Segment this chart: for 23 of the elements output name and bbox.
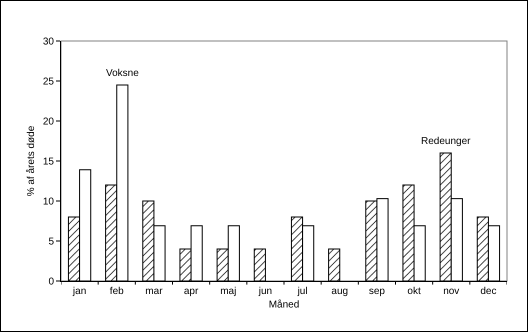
x-tick-label: jan <box>72 286 86 297</box>
y-tick-label: 15 <box>42 156 54 168</box>
y-tick-label: 5 <box>48 236 54 248</box>
x-tick-label: nov <box>443 286 460 297</box>
x-axis-title: Måned <box>268 298 300 310</box>
y-tick-label: 0 <box>48 276 54 288</box>
x-tick-label: mar <box>145 286 164 297</box>
x-tick-label: okt <box>407 286 421 297</box>
y-tick-label: 25 <box>42 76 54 88</box>
series-label: Voksne <box>106 68 140 79</box>
x-tick-label: feb <box>110 286 124 297</box>
x-tick-label: maj <box>220 286 236 297</box>
x-tick-label: jul <box>296 286 308 297</box>
x-tick-label: sep <box>368 286 386 297</box>
y-tick-label: 30 <box>42 36 54 48</box>
y-axis-title: % af årets døde <box>24 125 37 196</box>
y-tick-label: 20 <box>42 116 54 128</box>
x-tick-label: jun <box>258 286 272 297</box>
x-tick-label: aug <box>331 286 348 297</box>
x-tick-label: dec <box>480 286 496 297</box>
series-label: Redeunger <box>421 136 472 147</box>
x-tick-label: apr <box>184 286 199 297</box>
y-tick-label: 10 <box>42 196 54 208</box>
